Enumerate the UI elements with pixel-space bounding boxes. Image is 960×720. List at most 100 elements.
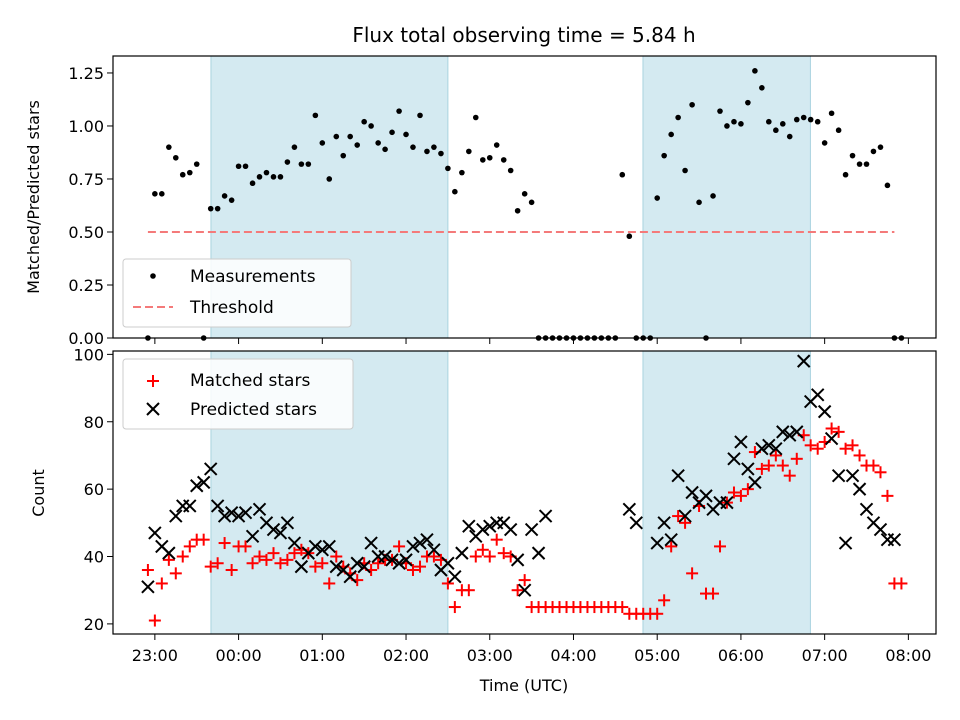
measurements-point [500, 157, 507, 163]
top-y-tick-label: 0.25 [68, 276, 104, 295]
legend-measurements-label: Measurements [190, 267, 316, 287]
predicted-stars-point [308, 539, 323, 554]
matched-stars-point [406, 563, 419, 576]
matched-stars-point [853, 449, 866, 462]
measurements-point [717, 108, 723, 114]
measurements-point [291, 144, 298, 150]
measurements-point [472, 114, 479, 121]
matched-stars-point [734, 489, 747, 502]
legend-threshold-label: Threshold [189, 298, 274, 318]
x-tick-label: 03:00 [467, 646, 513, 665]
matched-stars-point [741, 483, 754, 496]
measurements-point [884, 182, 891, 189]
measurements-point [284, 159, 291, 165]
bottom-legend-box [122, 358, 354, 430]
x-tick-label: 07:00 [802, 646, 848, 665]
top-shaded-span-1 [642, 56, 811, 338]
predicted-stars-point [790, 425, 804, 439]
x-axis-label: Time (UTC) [479, 676, 568, 695]
predicted-stars-point [629, 516, 643, 530]
measurements-point [528, 199, 535, 206]
measurements-point [375, 140, 381, 146]
top-y-tick-label: 0.00 [68, 329, 104, 348]
measurements-point [738, 121, 744, 127]
measurements-point [466, 148, 472, 155]
matched-stars-point [204, 560, 217, 573]
predicted-stars-point [399, 553, 413, 567]
measurements-point [507, 167, 514, 174]
predicted-stars-point [190, 479, 204, 493]
matched-stars-point [790, 452, 803, 465]
bottom-x-ticks: 23:00 00:00 01:00 02:00 03:00 04:00 05:00 06:00… [132, 634, 931, 665]
measurements-point [521, 191, 528, 197]
predicted-stars-point [162, 546, 176, 560]
matched-stars-point [225, 563, 238, 576]
bottom-legend: Matched stars Predicted stars [122, 358, 354, 430]
measurements-point [779, 121, 786, 127]
measurements-point [207, 205, 214, 212]
matched-stars-point [762, 459, 775, 472]
bottom-y-axis-label: Count [29, 469, 48, 517]
top-x-ticks [154, 338, 909, 344]
measurements-point [417, 112, 423, 119]
measurements-point [877, 144, 884, 150]
predicted-stars-point [441, 556, 455, 570]
matched-stars-point [462, 584, 475, 597]
bot-y-tick-label: 60 [84, 480, 104, 499]
predicted-stars-point [810, 388, 825, 402]
matched-stars-point [441, 577, 454, 590]
matched-stars-point [651, 607, 664, 620]
measurements-point [319, 140, 326, 146]
measurements-point [354, 142, 361, 148]
predicted-stars-point [350, 556, 364, 570]
predicted-stars-point [622, 502, 637, 517]
predicted-stars-point [678, 509, 692, 523]
measurements-point [619, 171, 626, 178]
measurements-point [766, 118, 772, 125]
measurements-point [424, 148, 430, 155]
measurements-point [800, 114, 807, 121]
measurements-point [626, 233, 633, 240]
predicted-stars-point [720, 495, 734, 510]
predicted-stars-point [734, 435, 748, 449]
predicted-stars-point [385, 553, 399, 567]
matched-stars-point [197, 533, 210, 546]
predicted-stars-point [483, 519, 497, 533]
measurements-point [710, 193, 716, 199]
matched-stars-point [162, 553, 175, 566]
measurements-point [682, 167, 688, 174]
measurements-point [221, 193, 228, 199]
measurements-point [431, 144, 437, 150]
matched-stars-point [832, 425, 845, 438]
measurements-point [828, 110, 835, 117]
matched-stars-point [783, 469, 796, 482]
matched-stars-point [260, 553, 273, 566]
predicted-stars-point [169, 509, 183, 523]
predicted-stars-point [329, 559, 343, 574]
matched-stars-point [776, 459, 789, 472]
predicted-stars-point [538, 509, 553, 523]
measurements-point [263, 169, 270, 176]
measurements-point [235, 163, 242, 170]
bot-y-tick-label: 100 [73, 345, 104, 364]
chart-title: Flux total observing time = 5.84 h [352, 23, 695, 47]
measurements-point [361, 118, 367, 125]
measurements-point [731, 118, 737, 125]
predicted-stars-point [315, 543, 330, 557]
predicted-stars-point [141, 580, 155, 594]
measurements-point [249, 180, 256, 187]
predicted-stars-point [413, 536, 427, 550]
measurements-point [668, 131, 674, 138]
measurements-point [298, 161, 305, 167]
measurements-point [452, 188, 458, 195]
measurements-point [382, 146, 388, 153]
matched-stars-point [323, 577, 336, 590]
predicted-stars-point [427, 543, 441, 557]
predicted-stars-point [364, 536, 378, 550]
matched-stars-point [867, 459, 880, 472]
predicted-stars-point [699, 489, 713, 503]
predicted-stars-point [455, 546, 469, 560]
predicted-stars-point [762, 438, 776, 453]
matched-stars-point [169, 567, 182, 580]
